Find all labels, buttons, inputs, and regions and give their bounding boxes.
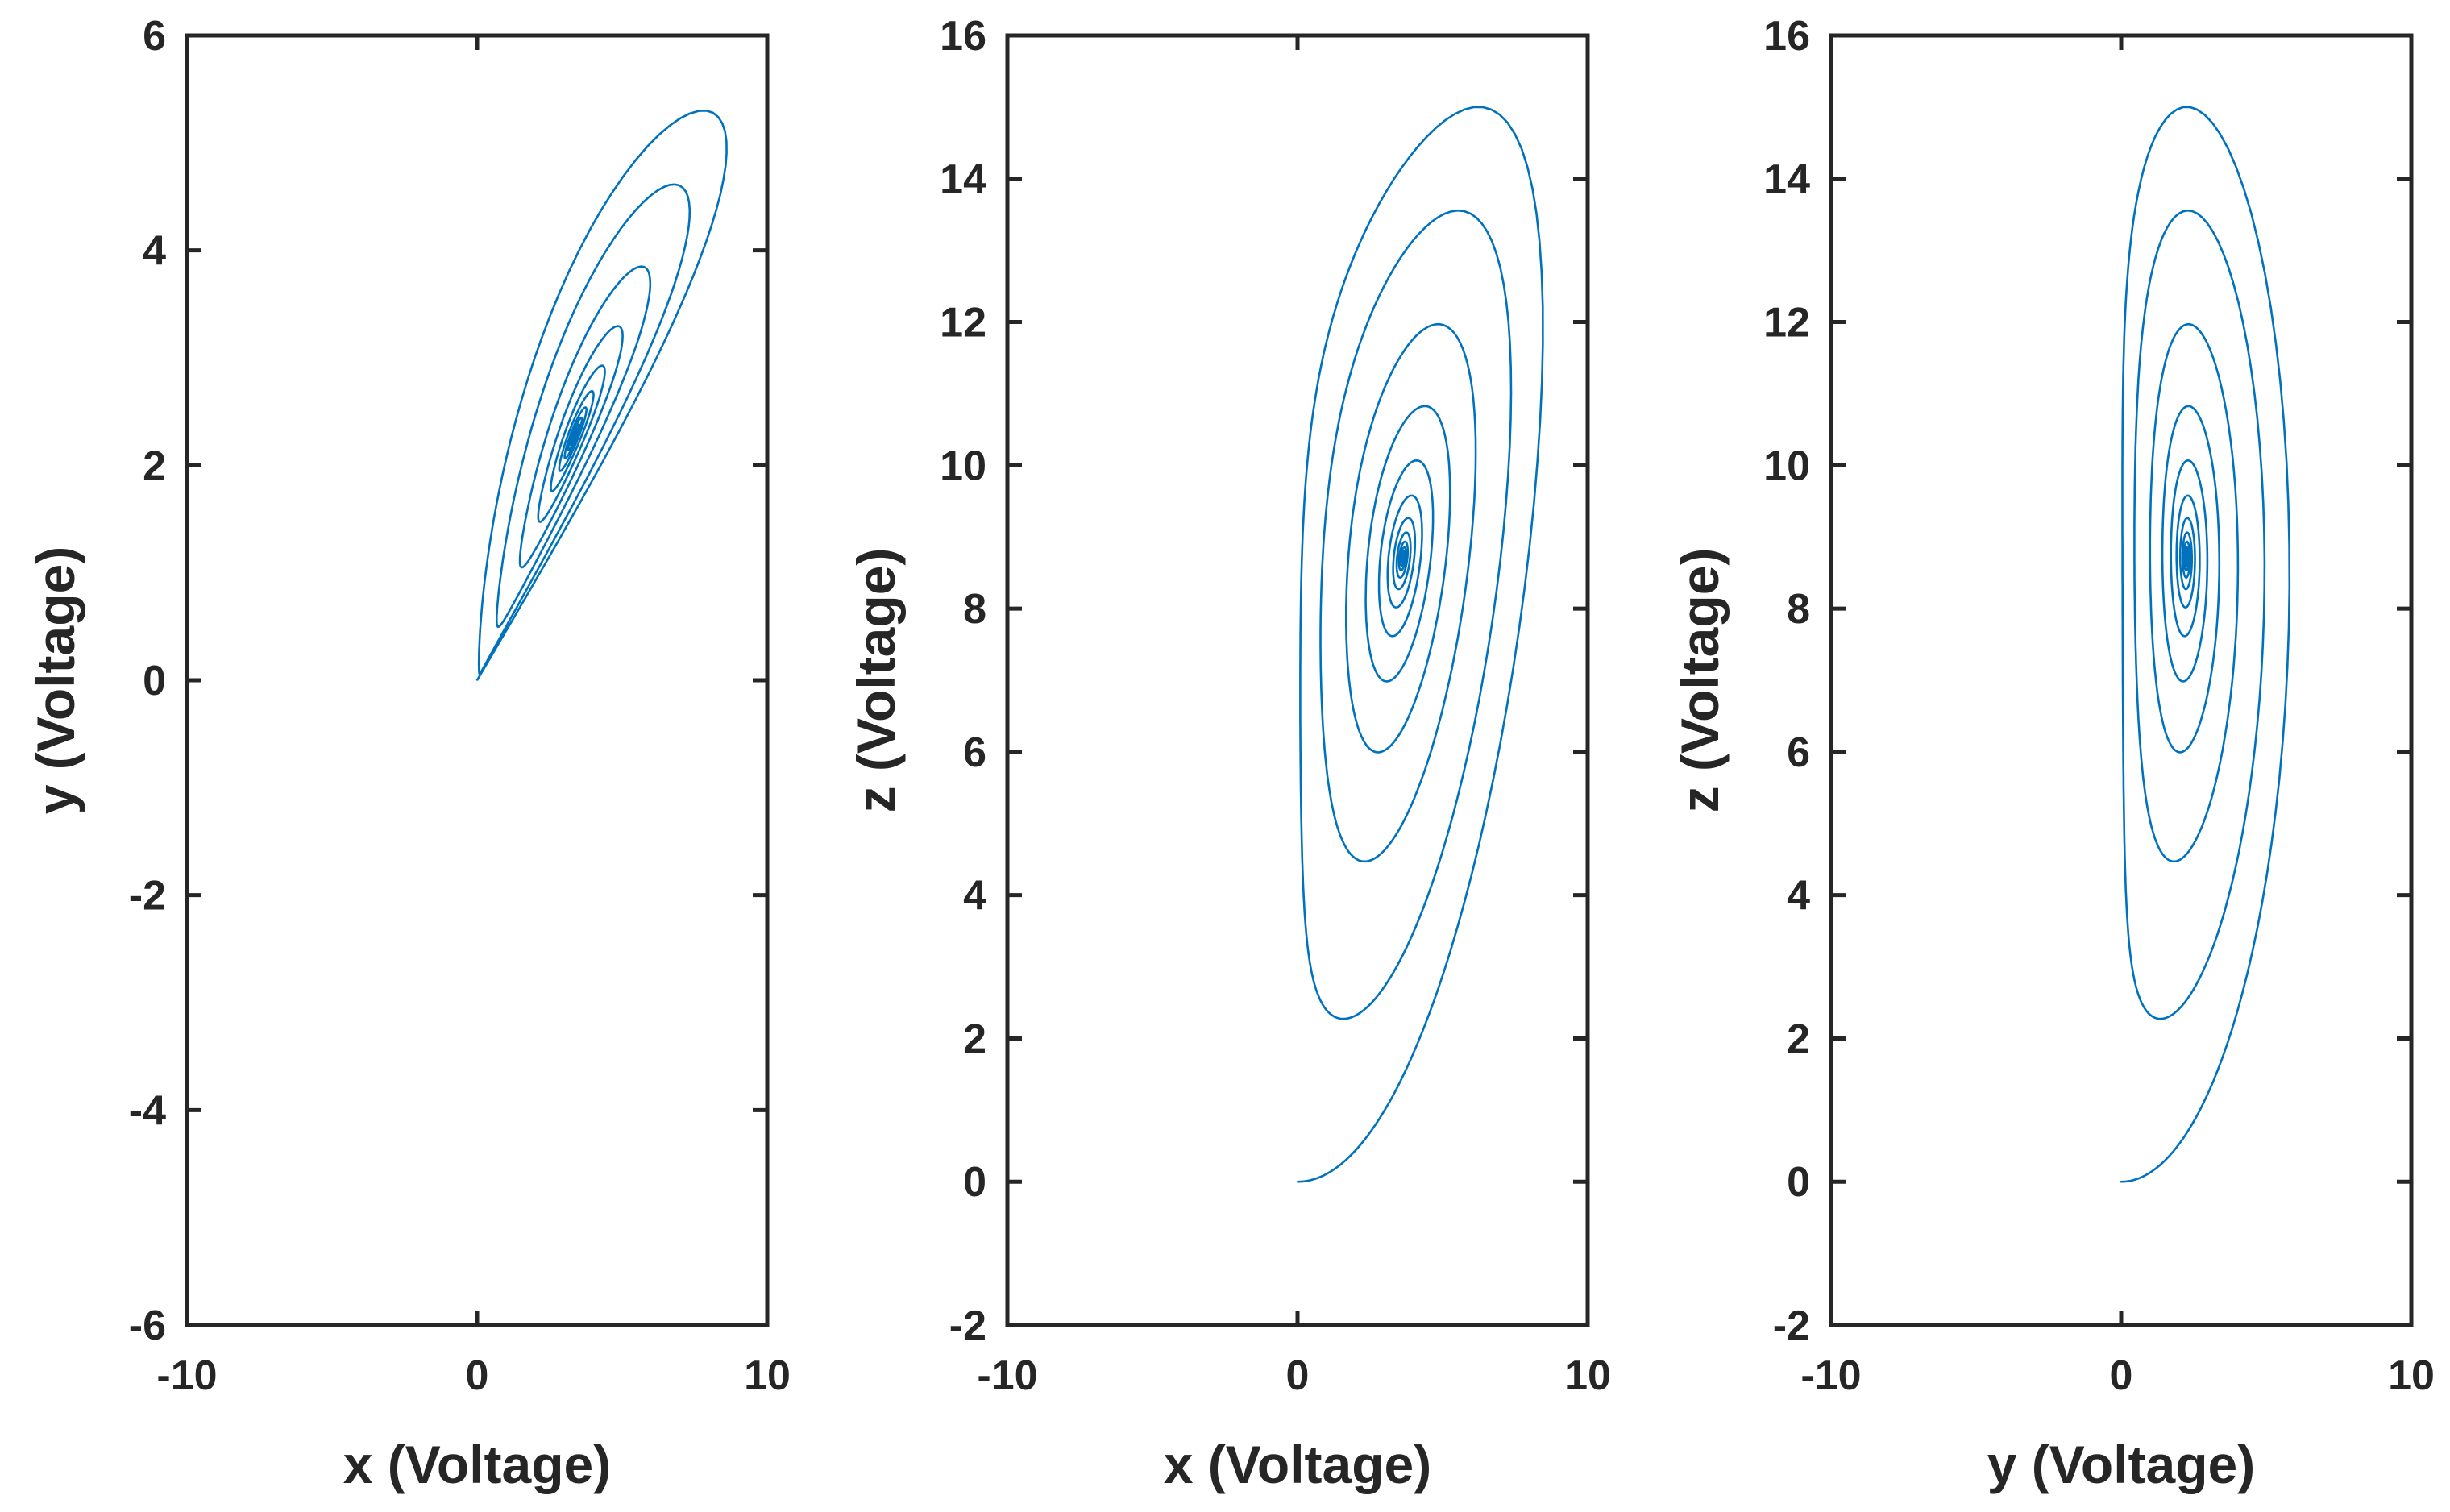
x-axis-label: x (Voltage) bbox=[343, 1435, 611, 1494]
panel-x-y: -10 0 10 -6 -4 -2 0 2 4 6 x (Voltage) y (Voltage) bbox=[26, 13, 791, 1494]
series-trace bbox=[2120, 106, 2291, 1183]
y-tick-label: 14 bbox=[1763, 156, 1810, 203]
x-tick-label: 0 bbox=[1286, 1352, 1310, 1399]
y-tick-label: 4 bbox=[143, 228, 166, 275]
x-tick-label: 0 bbox=[466, 1352, 489, 1399]
y-tick-label: 12 bbox=[1763, 300, 1810, 347]
y-tick-label: 4 bbox=[1787, 873, 1810, 920]
y-tick-label: 6 bbox=[1787, 729, 1810, 776]
y-tick-label: -2 bbox=[1773, 1302, 1810, 1349]
x-tick-label: -10 bbox=[977, 1352, 1037, 1399]
x-tick-label: 10 bbox=[744, 1352, 791, 1399]
y-tick-label: 2 bbox=[963, 1016, 986, 1062]
y-tick-label: 16 bbox=[940, 13, 986, 60]
y-tick-label: 0 bbox=[143, 658, 166, 704]
y-tick-label: 0 bbox=[1787, 1159, 1810, 1206]
y-axis-label: z (Voltage) bbox=[1670, 548, 1730, 813]
y-tick-label: 8 bbox=[1787, 586, 1810, 633]
y-tick-label: 0 bbox=[963, 1159, 986, 1206]
x-tick-label: 10 bbox=[1564, 1352, 1611, 1399]
y-tick-label: 10 bbox=[1763, 442, 1810, 489]
y-tick-label: 8 bbox=[963, 586, 986, 633]
panel-y-z: -10 0 10 -2 0 2 4 6 8 10 12 14 16 y (Voltage) z (Volta… bbox=[1670, 13, 2435, 1494]
series-trace bbox=[1297, 106, 1544, 1183]
y-axis-label: y (Voltage) bbox=[26, 546, 85, 814]
y-tick-label: -4 bbox=[129, 1087, 166, 1134]
y-tick-label: 6 bbox=[963, 729, 986, 776]
y-tick-label: 2 bbox=[143, 442, 166, 489]
x-tick-label: -10 bbox=[1800, 1352, 1861, 1399]
axes-frame bbox=[1005, 33, 1590, 1327]
panel-x-z: -10 0 10 -2 0 2 4 6 8 10 12 14 16 x (Voltage) z (Volta… bbox=[846, 13, 1611, 1494]
y-tick-label: 4 bbox=[963, 873, 986, 920]
y-tick-label: -6 bbox=[129, 1302, 166, 1349]
series-trace bbox=[475, 110, 728, 681]
y-tick-label: -2 bbox=[129, 873, 166, 920]
y-tick-label: -2 bbox=[949, 1302, 986, 1349]
x-axis-label: y (Voltage) bbox=[1987, 1435, 2255, 1494]
x-tick-label: 10 bbox=[2388, 1352, 2435, 1399]
y-tick-label: 12 bbox=[940, 300, 986, 347]
y-tick-label: 6 bbox=[143, 13, 166, 60]
x-tick-label: -10 bbox=[156, 1352, 217, 1399]
y-axis-label: z (Voltage) bbox=[846, 548, 906, 813]
x-tick-label: 0 bbox=[2110, 1352, 2133, 1399]
y-tick-label: 16 bbox=[1763, 13, 1810, 60]
axes-frame bbox=[1829, 33, 2414, 1327]
y-tick-label: 2 bbox=[1787, 1016, 1810, 1062]
y-tick-label: 14 bbox=[940, 156, 986, 203]
x-axis-label: x (Voltage) bbox=[1164, 1435, 1431, 1494]
y-tick-label: 10 bbox=[940, 442, 986, 489]
